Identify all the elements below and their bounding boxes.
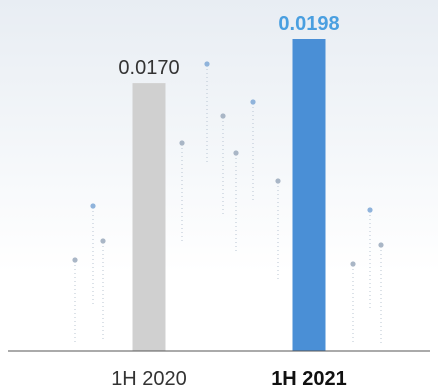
value-label-1h-2021: 0.0198 bbox=[278, 13, 339, 35]
decor-dot-6 bbox=[233, 150, 239, 156]
decor-dot-0 bbox=[72, 257, 78, 263]
decor-dot-9 bbox=[350, 261, 356, 267]
decor-dot-8 bbox=[275, 178, 281, 184]
labels-group: 0.0170 1H 2020 0.0198 1H 2021 bbox=[111, 13, 347, 389]
decor-dot-7 bbox=[250, 99, 256, 105]
bars-group bbox=[132, 39, 326, 351]
decor-dot-5 bbox=[220, 113, 226, 119]
value-label-1h-2020: 0.0170 bbox=[118, 57, 179, 79]
decor-dot-1 bbox=[90, 203, 96, 209]
bar-1h-2021 bbox=[292, 39, 326, 351]
category-label-1h-2020: 1H 2020 bbox=[111, 368, 187, 389]
decorative-dots bbox=[72, 61, 384, 345]
decor-dot-4 bbox=[204, 61, 210, 67]
decor-dot-2 bbox=[100, 238, 106, 244]
decor-dot-10 bbox=[367, 207, 373, 213]
decor-dot-3 bbox=[179, 140, 185, 146]
decor-dot-11 bbox=[378, 242, 384, 248]
bar-1h-2020 bbox=[132, 83, 166, 351]
category-label-1h-2021: 1H 2021 bbox=[271, 368, 347, 389]
